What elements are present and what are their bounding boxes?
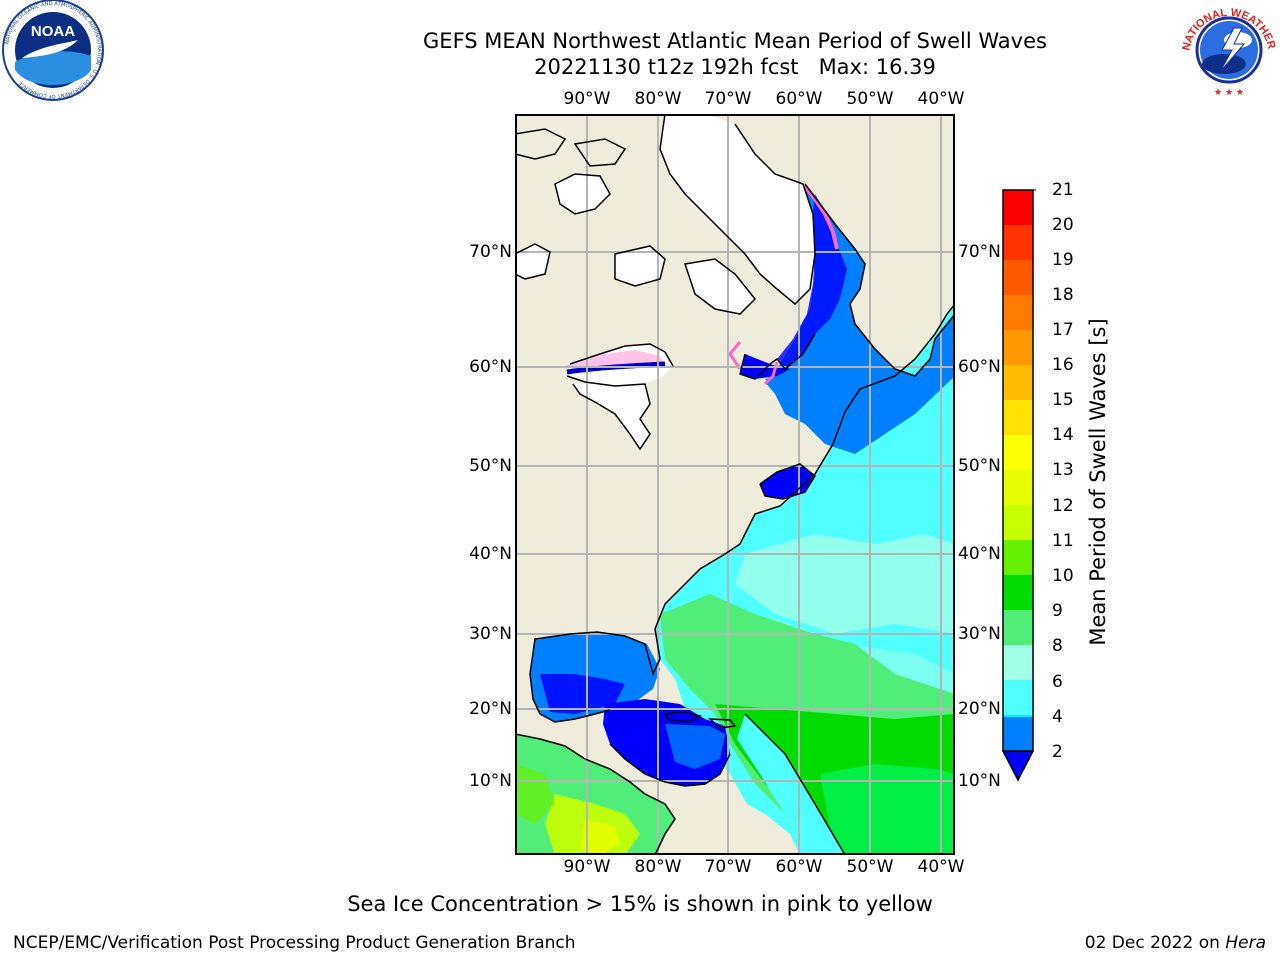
colorbar-tick-12: 12: [1052, 496, 1074, 516]
nws-logo: NATIONAL WEATHER SERVICE ★ ★ ★: [1174, 0, 1280, 102]
colorbar-tick-13: 13: [1052, 460, 1074, 480]
footer-host: Hera: [1225, 933, 1266, 953]
colorbar-accurate: [1001, 188, 1038, 788]
colorbar-tick-10: 10: [1052, 566, 1074, 586]
lon-label-top-80w: 80°W: [634, 89, 682, 109]
colorbar-tick-11: 11: [1052, 531, 1074, 551]
graticule: [515, 114, 955, 855]
map-subtitle: 20221130 t12z 192h fcst Max: 16.39: [534, 55, 936, 79]
lon-label-top-50w: 50°W: [846, 89, 894, 109]
lat-label-right-60n: 60°N: [958, 357, 1001, 377]
lat-label-left-70n: 70°N: [469, 242, 512, 262]
colorbar-tick-4: 4: [1052, 707, 1063, 727]
ocean-field: [515, 114, 955, 855]
lon-label-bottom-60w: 60°W: [775, 857, 823, 877]
lat-label-left-40n: 40°N: [469, 544, 512, 564]
colorbar-tick-6: 6: [1052, 672, 1063, 692]
lat-label-left-30n: 30°N: [469, 624, 512, 644]
colorbar-tick-21: 21: [1052, 180, 1074, 200]
swell-period-map: [515, 114, 955, 855]
lon-label-bottom-80w: 80°W: [634, 857, 682, 877]
lat-label-right-50n: 50°N: [958, 456, 1001, 476]
lat-label-right-70n: 70°N: [958, 242, 1001, 262]
colorbar-tick-16: 16: [1052, 355, 1074, 375]
lon-label-bottom-50w: 50°W: [846, 857, 894, 877]
lon-label-top-70w: 70°W: [704, 89, 752, 109]
colorbar-tick-9: 9: [1052, 601, 1063, 621]
colorbar-label: Mean Period of Swell Waves [s]: [1086, 318, 1110, 646]
lon-label-bottom-40w: 40°W: [917, 857, 965, 877]
lat-label-left-20n: 20°N: [469, 699, 512, 719]
colorbar-tick-8: 8: [1052, 636, 1063, 656]
footer-date: 02 Dec 2022 on Hera: [1085, 933, 1266, 953]
lat-label-left-60n: 60°N: [469, 357, 512, 377]
lat-label-right-20n: 20°N: [958, 699, 1001, 719]
lat-label-right-10n: 10°N: [958, 771, 1001, 791]
footer-branch: NCEP/EMC/Verification Post Processing Pr…: [13, 933, 576, 953]
noaa-logo: NOAA NATIONAL OCEANIC AND ATMOSPHERIC AD…: [0, 0, 106, 106]
arctic-nodata: [660, 114, 815, 304]
lon-label-top-40w: 40°W: [917, 89, 965, 109]
coastlines: [515, 114, 955, 855]
lon-label-bottom-90w: 90°W: [563, 857, 611, 877]
map-title: GEFS MEAN Northwest Atlantic Mean Period…: [423, 29, 1047, 53]
lat-label-left-10n: 10°N: [469, 771, 512, 791]
lat-label-right-40n: 40°N: [958, 544, 1001, 564]
noaa-logo-text: NOAA: [31, 23, 75, 40]
footer-date-text: 02 Dec 2022 on: [1084, 933, 1226, 953]
colorbar-tick-2: 2: [1052, 742, 1063, 762]
lat-label-right-30n: 30°N: [958, 624, 1001, 644]
lat-label-left-50n: 50°N: [469, 456, 512, 476]
colorbar-tick-20: 20: [1052, 215, 1074, 235]
colorbar-tick-19: 19: [1052, 250, 1074, 270]
lon-label-top-60w: 60°W: [775, 89, 823, 109]
colorbar-tick-14: 14: [1052, 425, 1074, 445]
lon-label-top-90w: 90°W: [563, 89, 611, 109]
colorbar-tick-15: 15: [1052, 390, 1074, 410]
sea-ice-caption: Sea Ice Concentration > 15% is shown in …: [347, 892, 933, 916]
svg-text:★ ★ ★: ★ ★ ★: [1214, 88, 1244, 98]
colorbar-tick-18: 18: [1052, 285, 1074, 305]
colorbar-tick-17: 17: [1052, 320, 1074, 340]
lon-label-bottom-70w: 70°W: [704, 857, 752, 877]
